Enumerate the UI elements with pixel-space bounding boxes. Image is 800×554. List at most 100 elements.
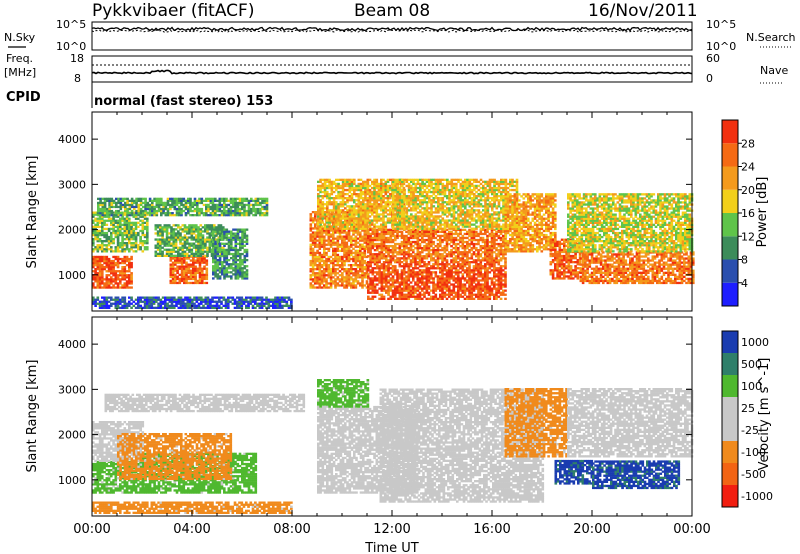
echo-cell bbox=[337, 207, 340, 210]
echo-cell bbox=[407, 242, 411, 246]
echo-cell bbox=[179, 238, 182, 241]
echo-cell bbox=[183, 271, 186, 274]
echo-cell bbox=[198, 273, 202, 276]
echo-cell bbox=[170, 244, 173, 247]
echo-cell bbox=[320, 286, 324, 289]
echo-cell bbox=[186, 232, 189, 235]
echo-cell bbox=[216, 248, 220, 252]
noise-search-line bbox=[91, 29, 693, 33]
echo-cell bbox=[204, 250, 207, 253]
echo-cell bbox=[347, 280, 351, 283]
echo-cell bbox=[105, 284, 109, 287]
echo-cell bbox=[367, 245, 370, 248]
echo-cell bbox=[368, 209, 372, 212]
echo-cell bbox=[154, 254, 158, 257]
echo-cell bbox=[116, 213, 120, 216]
echo-cell bbox=[407, 295, 411, 298]
echo-cell bbox=[243, 228, 247, 231]
echo-cell bbox=[409, 242, 413, 246]
echo-cell bbox=[439, 269, 442, 272]
echo-cell bbox=[329, 280, 333, 283]
echo-cell bbox=[380, 275, 384, 278]
echo-cell bbox=[110, 268, 113, 271]
echo-cell bbox=[373, 242, 377, 246]
echo-cell bbox=[346, 180, 349, 183]
echo-cell bbox=[156, 252, 160, 255]
echo-cell bbox=[225, 254, 229, 258]
echo-cell bbox=[341, 229, 344, 232]
echo-cell bbox=[112, 214, 116, 217]
echo-cell bbox=[346, 201, 349, 204]
echo-cell bbox=[199, 246, 203, 249]
echo-cell bbox=[391, 186, 394, 190]
echo-cell bbox=[366, 201, 370, 204]
echo-cell bbox=[495, 269, 498, 272]
echo-cell bbox=[256, 203, 260, 207]
echo-cell bbox=[403, 240, 406, 244]
echo-cell bbox=[373, 215, 376, 218]
echo-cell bbox=[112, 199, 116, 202]
echo-cell bbox=[367, 247, 370, 250]
echo-cell bbox=[325, 251, 328, 255]
echo-cell bbox=[326, 209, 329, 212]
echo-cell bbox=[217, 224, 221, 227]
echo-cell bbox=[321, 209, 325, 212]
echo-cell bbox=[448, 232, 451, 236]
echo-cell bbox=[378, 279, 381, 282]
echo-cell bbox=[369, 285, 372, 288]
echo-cell bbox=[423, 249, 426, 252]
echo-cell bbox=[112, 272, 115, 275]
echo-cell bbox=[311, 286, 315, 289]
echo-cell bbox=[407, 249, 411, 252]
echo-cell bbox=[174, 275, 177, 278]
echo-cell bbox=[194, 277, 197, 281]
echo-cell bbox=[387, 230, 390, 233]
echo-cell bbox=[386, 190, 390, 194]
echo-cell bbox=[225, 236, 229, 239]
echo-cell bbox=[359, 268, 362, 271]
echo-cell bbox=[116, 231, 120, 235]
echo-cell bbox=[156, 246, 160, 249]
echo-cell bbox=[477, 279, 480, 282]
echo-cell bbox=[195, 244, 198, 247]
echo-cell bbox=[121, 259, 124, 263]
echo-cell bbox=[110, 238, 113, 241]
echo-cell bbox=[214, 271, 217, 274]
echo-cell bbox=[139, 203, 143, 207]
echo-cell bbox=[165, 254, 169, 257]
echo-cell bbox=[394, 236, 397, 240]
echo-cell bbox=[201, 257, 204, 260]
echo-cell bbox=[423, 263, 426, 266]
echo-cell bbox=[391, 255, 395, 258]
echo-cell bbox=[311, 243, 315, 246]
echo-cell bbox=[400, 279, 404, 282]
echo-cell bbox=[207, 197, 210, 200]
echo-cell bbox=[421, 281, 424, 284]
echo-cell bbox=[179, 252, 182, 255]
echo-cell bbox=[418, 257, 422, 260]
echo-cell bbox=[185, 275, 188, 278]
echo-cell bbox=[123, 233, 127, 237]
echo-cell bbox=[183, 267, 186, 270]
echo-cell bbox=[94, 286, 97, 289]
echo-cell bbox=[377, 197, 381, 200]
echo-cell bbox=[339, 195, 343, 198]
echo-cell bbox=[201, 226, 205, 229]
echo-cell bbox=[427, 232, 431, 236]
echo-cell bbox=[311, 270, 315, 273]
echo-cell bbox=[486, 275, 489, 278]
echo-cell bbox=[354, 241, 358, 244]
echo-cell bbox=[107, 284, 111, 287]
echo-cell bbox=[425, 271, 429, 274]
echo-cell bbox=[357, 213, 361, 216]
echo-cell bbox=[407, 251, 411, 254]
echo-cell bbox=[320, 253, 324, 257]
echo-cell bbox=[373, 223, 376, 226]
echo-cell bbox=[359, 253, 362, 257]
echo-cell bbox=[421, 271, 424, 274]
echo-cell bbox=[430, 238, 433, 242]
echo-cell bbox=[376, 265, 379, 268]
echo-cell bbox=[373, 277, 377, 280]
echo-cell bbox=[400, 234, 404, 238]
echo-cell bbox=[394, 279, 397, 282]
